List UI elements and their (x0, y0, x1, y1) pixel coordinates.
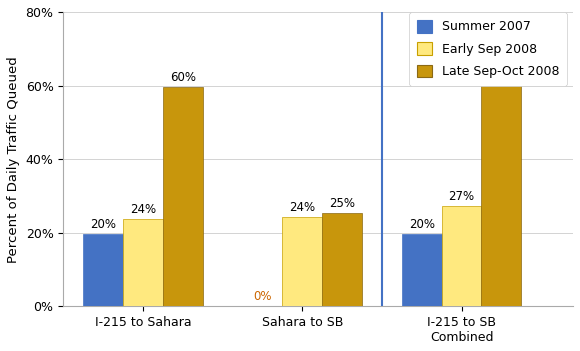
Bar (322, 213, 362, 306)
Bar (282, 217, 322, 306)
Text: 25%: 25% (329, 197, 355, 210)
Bar (123, 219, 163, 306)
Bar (83, 234, 123, 306)
Bar (481, 83, 521, 306)
Text: 0%: 0% (253, 290, 271, 303)
Text: 60%: 60% (170, 71, 195, 84)
Text: 20%: 20% (90, 218, 116, 231)
Bar (163, 87, 202, 306)
Text: 61%: 61% (488, 67, 514, 80)
Bar (402, 234, 441, 306)
Text: 24%: 24% (289, 201, 316, 214)
Text: 20%: 20% (409, 218, 434, 231)
Legend: Summer 2007, Early Sep 2008, Late Sep-Oct 2008: Summer 2007, Early Sep 2008, Late Sep-Oc… (409, 12, 567, 86)
Y-axis label: Percent of Daily Traffic Queued: Percent of Daily Traffic Queued (7, 56, 20, 263)
Bar (441, 205, 481, 306)
Text: 24%: 24% (130, 203, 156, 216)
Text: 27%: 27% (448, 190, 474, 203)
